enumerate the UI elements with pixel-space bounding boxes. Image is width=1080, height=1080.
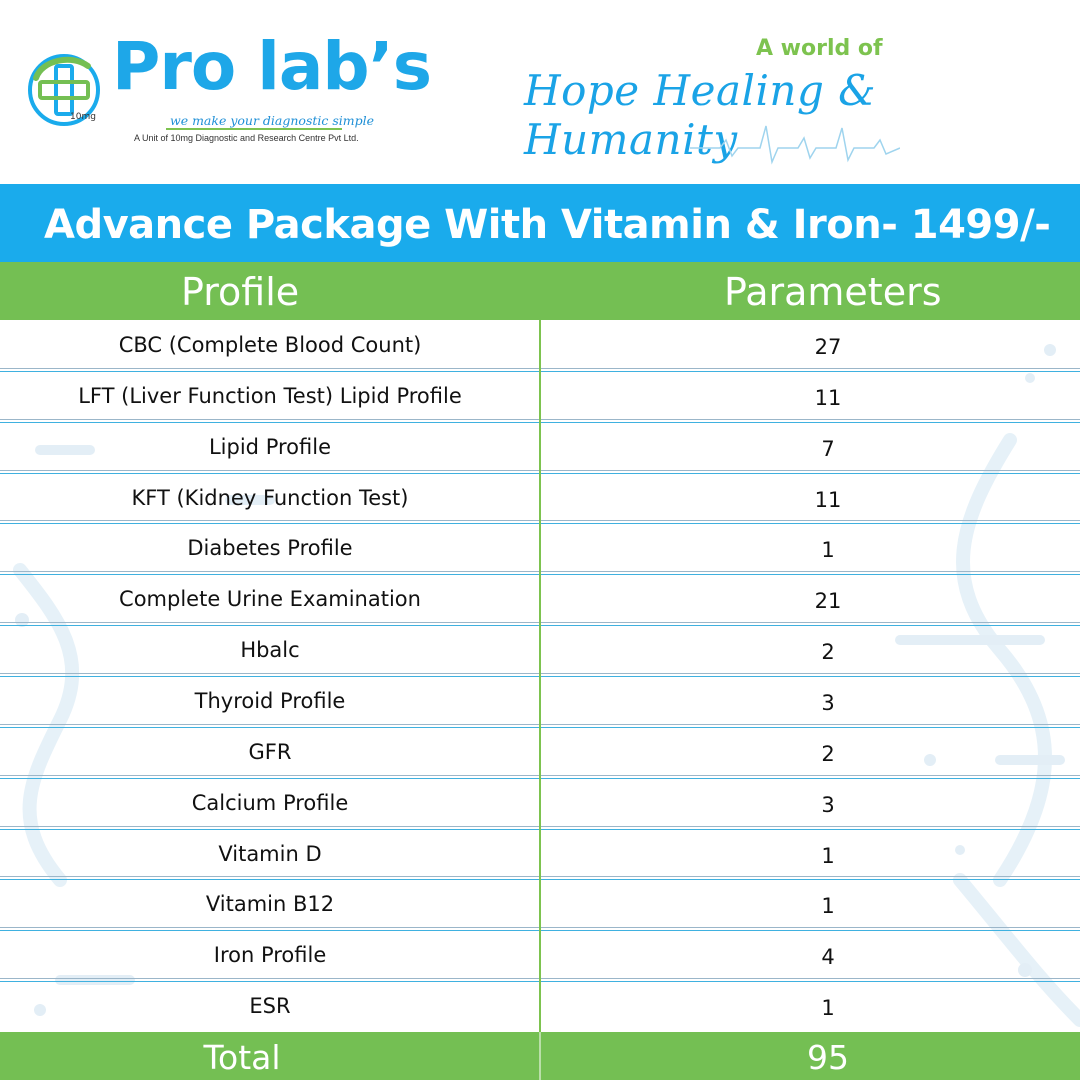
brand-name: Pro lab’s [112,28,432,105]
profile-name: Diabetes Profile [187,536,353,561]
table-row: Vitamin B12 1 [0,879,1080,930]
total-label: Total [203,1038,281,1077]
profile-name: Iron Profile [213,943,327,968]
package-title-bar: Advance Package With Vitamin & Iron- 149… [0,184,1080,262]
profile-name: Hbalc [240,638,300,663]
profile-name: Vitamin D [218,841,322,866]
profile-name: KFT (Kidney Function Test) [131,485,409,510]
table-row: Lipid Profile 7 [0,422,1080,473]
profile-name: LFT (Liver Function Test) Lipid Profile [78,383,462,408]
table-row: Iron Profile 4 [0,930,1080,981]
dna-background-decoration [13,344,1080,1027]
parameter-count: 4 [821,945,835,970]
profile-name: Thyroid Profile [194,689,346,713]
header-profile: Profile [181,270,300,314]
table-row: CBC (Complete Blood Count) 27 [0,320,1080,371]
total-row: Total 95 [0,1032,1080,1080]
table-row: Vitamin D 1 [0,829,1080,880]
table-row: LFT (Liver Function Test) Lipid Profile 1… [0,371,1080,422]
package-title: Advance Package With Vitamin & Iron- 149… [44,202,1051,248]
table-header: Profile Parameters [0,262,1080,320]
profile-name: Vitamin B12 [205,892,335,917]
table-row: ESR 1 [0,981,1080,1032]
table-row: GFR 2 [0,727,1080,778]
table-row: Diabetes Profile 1 [0,523,1080,574]
parameter-count: 7 [821,436,835,461]
header: 10mg Pro lab’s we make your diagnostic s… [0,0,1080,184]
profile-name: GFR [248,739,292,764]
prolabs-logo-icon: 10mg [28,54,100,126]
logo-badge: 10mg [70,112,96,122]
parameter-count: 3 [821,691,835,715]
parameter-count: 21 [814,589,842,614]
profile-name: Complete Urine Examination [119,587,421,612]
profile-name: Calcium Profile [191,790,349,815]
company-unit-line: A Unit of 10mg Diagnostic and Research C… [134,133,359,143]
slogan-script: Hope Healing & Humanity [524,66,877,164]
slogan-top: A world of [756,36,883,61]
parameter-count: 1 [821,843,835,868]
parameter-count: 11 [814,487,842,512]
total-value: 95 [807,1038,849,1077]
profile-name: CBC (Complete Blood Count) [118,333,422,357]
table-row: Calcium Profile 3 [0,778,1080,829]
table-row: Thyroid Profile 3 [0,676,1080,727]
total-divider [539,1032,541,1080]
profile-name: Lipid Profile [208,434,331,459]
parameter-count: 27 [814,335,842,359]
parameter-count: 1 [821,996,835,1021]
header-parameters: Parameters [724,270,942,314]
parameter-count: 1 [821,538,835,563]
brand-tagline: we make your diagnostic simple [170,113,375,128]
parameter-count: 1 [821,894,835,919]
parameter-count: 3 [821,792,835,817]
profile-name: ESR [249,994,291,1019]
parameter-count: 11 [814,385,842,410]
table-row: KFT (Kidney Function Test) 11 [0,473,1080,524]
table-row: Complete Urine Examination 21 [0,574,1080,625]
parameter-count: 2 [821,640,835,665]
table-row: Hbalc 2 [0,625,1080,676]
tagline-underline [166,128,342,130]
parameter-count: 2 [821,741,835,766]
ecg-heartbeat-icon [690,125,900,165]
column-divider [539,320,541,1032]
